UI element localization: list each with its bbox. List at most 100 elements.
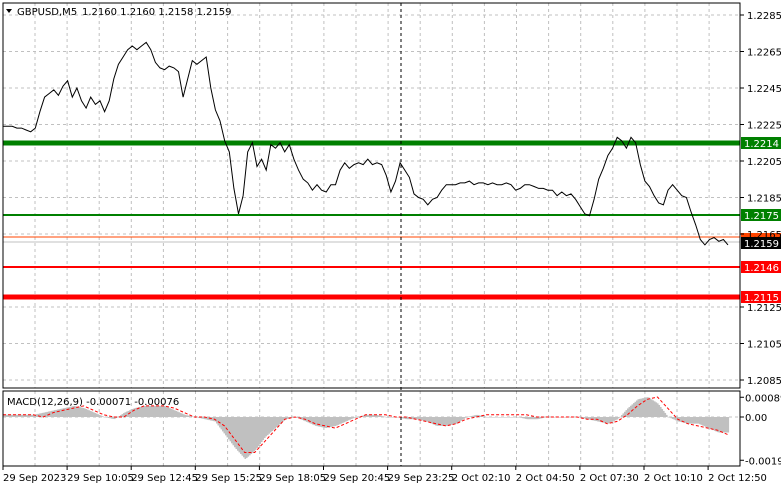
macd-histogram-bar <box>643 397 646 417</box>
macd-histogram-bar <box>318 417 320 427</box>
macd-histogram-bar <box>79 407 82 417</box>
macd-histogram-bar <box>94 412 97 417</box>
macd-histogram-bar <box>345 417 347 422</box>
macd-histogram-bar <box>153 405 155 417</box>
macd-histogram-bar <box>486 416 488 418</box>
macd-histogram-bar <box>235 417 238 450</box>
macd-histogram-bar <box>391 417 394 418</box>
macd-histogram-bar <box>691 417 694 424</box>
macd-histogram-bar <box>489 417 491 418</box>
macd-histogram-bar <box>327 417 329 428</box>
macd-histogram-bar <box>579 417 581 418</box>
macd-histogram-bar <box>297 417 299 418</box>
macd-histogram-bar <box>492 417 494 418</box>
macd-histogram-bar <box>672 417 674 419</box>
macd-histogram-bar <box>157 405 160 417</box>
macd-histogram-bar <box>151 405 154 417</box>
macd-histogram-bar <box>663 410 665 417</box>
macd-histogram-bar <box>717 417 719 433</box>
macd-histogram-bar <box>465 417 467 418</box>
macd-histogram-bar <box>598 417 601 422</box>
macd-histogram-bar <box>610 417 613 423</box>
macd-histogram-bar <box>262 417 265 441</box>
macd-histogram-bar <box>97 414 100 417</box>
macd-histogram-bar <box>337 417 340 425</box>
macd-histogram-bar <box>375 414 377 417</box>
macd-histogram-bar <box>484 416 487 418</box>
macd-histogram-bar <box>655 402 658 417</box>
macd-histogram-bar <box>372 414 374 417</box>
macd-histogram-bar <box>130 409 133 417</box>
macd-histogram-bar <box>477 414 479 417</box>
macd-histogram-bar <box>96 413 98 417</box>
macd-histogram-bar <box>415 417 418 420</box>
macd-histogram-bar <box>244 417 247 459</box>
macd-histogram-bar <box>363 415 365 417</box>
macd-histogram-bar <box>240 417 242 455</box>
macd-histogram-bar <box>625 410 628 417</box>
macd-histogram-bar <box>168 407 170 417</box>
macd-histogram-bar <box>718 417 721 433</box>
macd-histogram-bar <box>75 406 77 417</box>
macd-histogram-bar <box>348 417 350 421</box>
macd-histogram-bar <box>310 417 313 424</box>
macd-histogram-bar <box>454 417 457 425</box>
macd-histogram-bar <box>220 417 223 430</box>
macd-histogram-bar <box>538 417 541 419</box>
macd-histogram-bar <box>4 414 7 417</box>
macd-histogram-bar <box>445 417 448 426</box>
macd-histogram-bar <box>444 417 446 426</box>
macd-histogram-bar <box>115 417 118 419</box>
macd-histogram-bar <box>436 417 439 426</box>
y-tick-label: 1.2105 <box>747 340 781 351</box>
dropdown-triangle-icon[interactable] <box>6 9 12 13</box>
macd-plot-frame <box>2 390 741 467</box>
macd-histogram-bar <box>469 416 472 417</box>
macd-histogram-bar <box>520 417 523 418</box>
macd-histogram-bar <box>180 412 182 417</box>
macd-histogram-bar <box>555 417 557 418</box>
macd-histogram-bar <box>16 414 19 417</box>
macd-histogram-bar <box>607 417 610 424</box>
macd-histogram-bar <box>276 417 278 428</box>
y-tick-label: 1.2205 <box>747 157 781 168</box>
macd-histogram-bar <box>723 417 725 433</box>
macd-histogram-bar <box>684 417 686 423</box>
macd-histogram-bar <box>46 411 49 417</box>
macd-histogram-bar <box>126 411 128 417</box>
macd-histogram-bar <box>420 417 422 421</box>
macd-histogram-bar <box>142 406 145 417</box>
macd-histogram-bar <box>325 417 328 429</box>
macd-histogram-bar <box>147 405 149 417</box>
macd-histogram-bar <box>508 417 511 418</box>
macd-histogram-bar <box>55 409 58 417</box>
macd-histogram-bar <box>456 417 458 424</box>
macd-y-tick-label: 0.00089 <box>745 393 781 404</box>
macd-histogram-bar <box>396 417 398 418</box>
macd-histogram-bar <box>36 414 38 417</box>
macd-histogram-bar <box>351 417 353 419</box>
macd-histogram-bar <box>463 417 466 419</box>
macd-histogram-bar <box>57 409 59 417</box>
macd-histogram-bar <box>63 408 65 417</box>
macd-histogram-bar <box>84 408 86 417</box>
macd-histogram-bar <box>496 417 499 418</box>
macd-histogram-bar <box>43 412 46 417</box>
macd-histogram-bar <box>706 417 709 428</box>
level-price-label: 1.2146 <box>744 263 779 274</box>
macd-histogram-bar <box>69 406 71 417</box>
macd-y-tick-label: -0.00195 <box>745 456 781 467</box>
macd-histogram-bar <box>40 413 43 417</box>
macd-histogram-bar <box>22 414 25 417</box>
macd-histogram-bar <box>685 417 688 424</box>
macd-histogram-bar <box>666 414 668 417</box>
main-plot-frame <box>2 2 741 389</box>
macd-histogram-bar <box>102 416 104 417</box>
macd-histogram-bar <box>606 417 608 424</box>
macd-histogram-bar <box>148 405 151 417</box>
macd-histogram-bar <box>403 417 406 419</box>
macd-histogram-bar <box>430 417 433 424</box>
macd-histogram-bar <box>564 417 566 418</box>
macd-histogram-bar <box>253 417 256 452</box>
